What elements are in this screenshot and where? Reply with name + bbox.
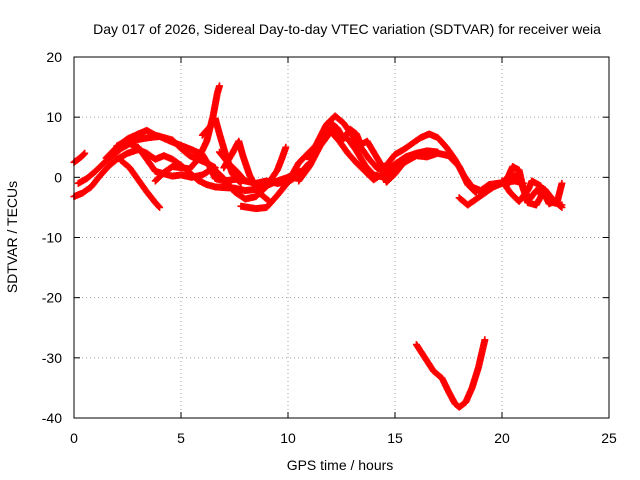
y-tick-label: -10 <box>42 230 62 246</box>
x-tick-label: 20 <box>494 430 510 446</box>
data-point <box>400 159 408 167</box>
y-tick-label: 20 <box>46 49 62 65</box>
y-tick-label: 0 <box>54 169 62 185</box>
data-point <box>216 82 224 90</box>
series-arc-12 <box>295 128 442 185</box>
series-arc-10 <box>220 137 275 207</box>
x-tick-label: 10 <box>280 430 296 446</box>
x-axis-label: GPS time / hours <box>287 457 394 473</box>
tick-labels: 0 5 10 15 20 25 -40 -30 -20 -10 0 10 20 <box>42 49 617 446</box>
data-point <box>434 148 442 156</box>
grid <box>74 57 609 418</box>
y-tick-label: 10 <box>46 109 62 125</box>
data-point <box>81 149 89 157</box>
plot-frame <box>73 56 610 419</box>
x-tick-label: 15 <box>387 430 403 446</box>
data-point <box>155 202 163 210</box>
x-tick-label: 0 <box>70 430 78 446</box>
series-arc-14 <box>327 119 408 186</box>
data-point <box>156 203 164 211</box>
data-point <box>558 203 566 211</box>
data-point <box>481 336 489 344</box>
data-point <box>557 203 565 211</box>
y-axis-label: SDTVAR / TECUs <box>4 181 20 293</box>
data-point <box>558 179 566 187</box>
data-point <box>399 160 407 168</box>
x-tick-label: 25 <box>601 430 617 446</box>
chart-title: Day 017 of 2026, Sidereal Day-to-day VTE… <box>93 21 601 37</box>
plot-series <box>70 82 566 411</box>
y-tick-label: -20 <box>42 290 62 306</box>
series-arc-18 <box>412 336 489 411</box>
data-point <box>282 143 290 151</box>
data-point <box>237 179 245 187</box>
x-tick-label: 5 <box>177 430 185 446</box>
y-tick-label: -30 <box>42 350 62 366</box>
y-tick-label: -40 <box>42 410 62 426</box>
data-point <box>236 178 244 186</box>
series-arc-5 <box>113 132 245 185</box>
series-arc-17 <box>502 171 566 211</box>
series-arc-6 <box>117 156 164 211</box>
